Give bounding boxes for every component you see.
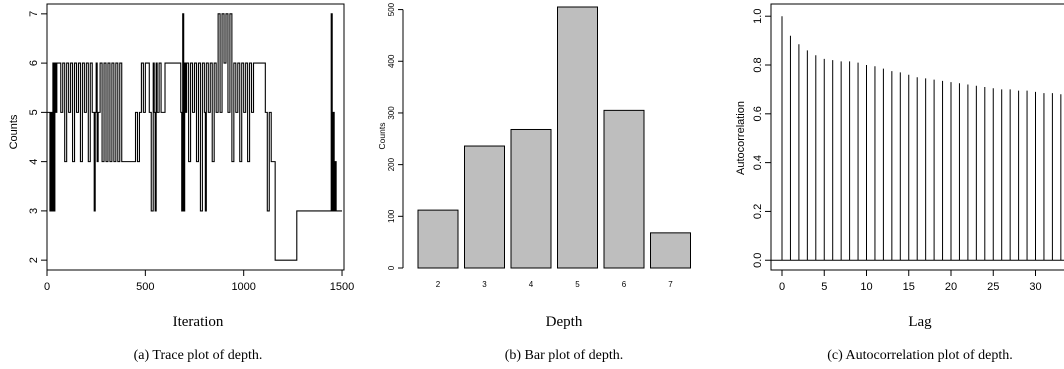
x-tick-label: 2 xyxy=(436,280,441,289)
trace-series-line xyxy=(47,13,343,261)
bar-caption: (b) Bar plot of depth. xyxy=(505,348,624,363)
y-tick-label: 2 xyxy=(28,257,40,263)
x-tick-label: 6 xyxy=(622,280,627,289)
x-tick-label: 10 xyxy=(860,281,872,293)
y-tick-label: 3 xyxy=(28,208,40,214)
trace-plot: 0 500 1000 1500 2 3 4 5 6 7 xyxy=(28,3,354,293)
y-tick-label: 0 xyxy=(387,265,396,270)
y-tick-label: 0.4 xyxy=(752,155,764,170)
y-tick-label: 0.2 xyxy=(752,204,764,219)
y-tick-label: 300 xyxy=(387,106,396,120)
y-tick-label: 0.8 xyxy=(752,57,764,72)
bar-depth-2 xyxy=(417,209,459,269)
x-tick-label: 0 xyxy=(44,281,50,293)
y-tick-label: 200 xyxy=(387,157,396,171)
bar-depth-4 xyxy=(510,128,552,269)
x-tick-label: 5 xyxy=(575,280,580,289)
bar-depth-7 xyxy=(650,232,691,269)
x-tick-label: 1500 xyxy=(330,281,354,293)
y-tick-label: 6 xyxy=(28,60,40,66)
bar-plot: 0 100 200 300 400 500 2 3 4 5 6 7 xyxy=(387,2,691,289)
x-tick-label: 1000 xyxy=(231,281,255,293)
trace-ylabel: Counts xyxy=(8,114,20,149)
bar-depth-5 xyxy=(557,6,598,269)
x-tick-label: 500 xyxy=(136,281,154,293)
x-tick-label: 20 xyxy=(945,281,957,293)
y-tick-label: 7 xyxy=(28,11,40,17)
y-tick-label: 100 xyxy=(387,209,396,223)
x-tick-label: 30 xyxy=(1029,281,1041,293)
x-tick-label: 0 xyxy=(779,281,785,293)
acf-caption: (c) Autocorrelation plot of depth. xyxy=(827,348,1012,363)
y-tick-label: 5 xyxy=(28,109,40,115)
bar-xlabel: Depth xyxy=(546,314,583,330)
x-tick-label: 5 xyxy=(821,281,827,293)
acf-xlabel: Lag xyxy=(908,314,932,330)
y-tick-label: 500 xyxy=(387,2,396,16)
x-tick-label: 7 xyxy=(668,280,673,289)
x-tick-label: 25 xyxy=(987,281,999,293)
bar-depth-6 xyxy=(603,109,645,269)
plot-frame xyxy=(46,3,345,271)
bar-depth-3 xyxy=(464,145,505,269)
bar-ylabel: Counts xyxy=(377,123,387,150)
y-tick-label: 0.6 xyxy=(752,106,764,121)
plot-frame xyxy=(770,3,1064,271)
autocorrelation-plot: 0 5 10 15 20 25 30 0.0 0.2 0.4 0.6 0.8 1.0 xyxy=(752,3,1064,293)
y-tick-label: 1.0 xyxy=(752,9,764,24)
x-tick-label: 3 xyxy=(482,280,487,289)
acf-ylabel: Autocorrelation xyxy=(735,101,747,175)
y-tick-label: 4 xyxy=(28,159,40,165)
trace-caption: (a) Trace plot of depth. xyxy=(134,348,263,363)
trace-xlabel: Iteration xyxy=(173,314,224,330)
y-tick-label: 0.0 xyxy=(752,253,764,268)
x-tick-label: 15 xyxy=(903,281,915,293)
y-tick-label: 400 xyxy=(387,54,396,68)
x-tick-label: 4 xyxy=(529,280,534,289)
